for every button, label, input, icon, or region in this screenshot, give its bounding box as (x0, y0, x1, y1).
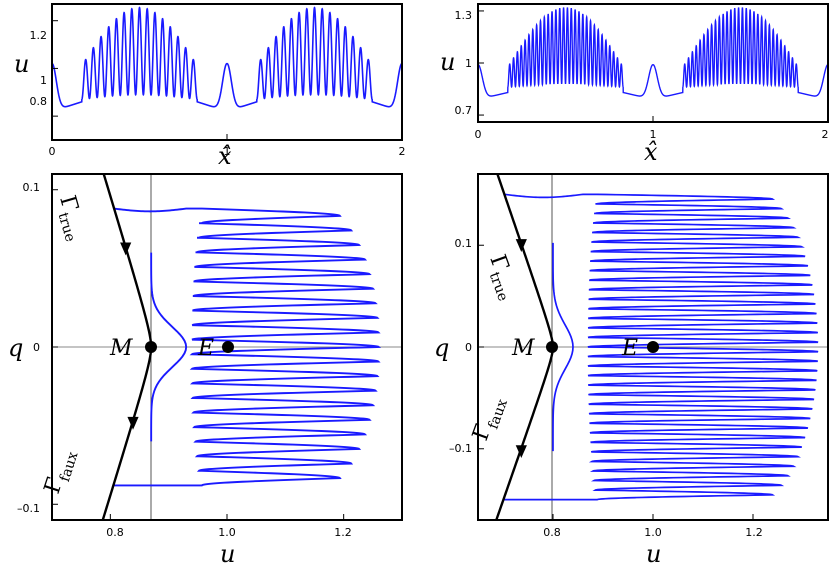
br-arrow-faux (515, 445, 527, 459)
tl-xtick-1: 1 (224, 145, 231, 158)
svg-text:Γ: Γ (54, 193, 82, 215)
br-xtick-1.0: 1.0 (644, 526, 662, 539)
svg-text:faux: faux (57, 450, 82, 484)
br-ytick-0: 0 (465, 341, 472, 354)
bl-arrow-true (120, 242, 132, 256)
top-right-panel: 1.3 1 0.7 0 1 2 u x̂ (440, 3, 829, 166)
tr-xlabel: x̂ (644, 138, 658, 166)
br-ytick-0.1: 0.1 (455, 237, 473, 250)
bl-ylabel: q (8, 334, 23, 362)
bl-xtick-0.8: 0.8 (106, 526, 124, 539)
svg-text:Γ: Γ (40, 475, 68, 497)
svg-text:true: true (486, 270, 511, 303)
br-label-M: M (511, 336, 535, 361)
tr-xtick-1: 1 (650, 128, 657, 141)
bl-point-M (145, 341, 157, 353)
br-ylabel: q (434, 334, 449, 362)
br-xtick-1.2: 1.2 (745, 526, 763, 539)
bl-gamma-true-label: Γ true (54, 193, 82, 244)
tr-ytick-1.3: 1.3 (455, 9, 473, 22)
bl-ytick-0: 0 (33, 341, 40, 354)
tl-ytick-1.2: 1.2 (30, 29, 48, 42)
tr-ylabel: u (440, 48, 455, 76)
br-point-M (546, 341, 558, 353)
br-ytick--0.1: –0.1 (449, 442, 472, 455)
top-right-u-curve (477, 7, 829, 97)
top-right-ticks (477, 10, 829, 122)
bl-xtick-1.0: 1.0 (218, 526, 236, 539)
tr-ytick-1: 1 (465, 57, 472, 70)
bl-label-E: E (197, 336, 214, 361)
br-xtick-0.8: 0.8 (543, 526, 561, 539)
svg-text:faux: faux (485, 397, 510, 431)
svg-text:true: true (55, 211, 79, 244)
tl-xtick-2: 2 (399, 145, 406, 158)
br-gamma-faux-label: Γ faux (468, 397, 511, 444)
tl-ylabel: u (14, 50, 29, 78)
top-left-frame (51, 3, 403, 141)
bottom-right-panel: M E Γ true Γ faux 0.1 0 –0.1 0.8 1.0 1.2… (434, 173, 829, 568)
tl-xlabel: x̂ (218, 142, 232, 170)
br-arrow-true (515, 239, 527, 252)
top-left-ticks (51, 20, 403, 140)
bl-ytick--0.1: –0.1 (17, 502, 40, 515)
bottom-left-ticks (52, 189, 345, 520)
tl-ytick-0.8: 0.8 (30, 95, 48, 108)
bottom-right-ticks (478, 244, 754, 520)
bl-arrow-faux (127, 416, 139, 430)
top-left-panel: 1.2 1 0.8 0 1 2 u x̂ (14, 3, 406, 170)
tr-xtick-2: 2 (822, 128, 829, 141)
top-left-u-curve (51, 6, 403, 108)
bl-point-E (222, 341, 234, 353)
tl-ytick-1: 1 (40, 74, 47, 87)
bl-xtick-1.2: 1.2 (334, 526, 352, 539)
tl-xtick-0: 0 (49, 145, 56, 158)
bl-gamma-faux-label: Γ faux (40, 450, 82, 497)
bottom-left-panel: M E Γ true Γ faux 0.1 0 –0.1 0.8 1.0 1.2… (8, 173, 403, 568)
br-point-E (647, 341, 659, 353)
bl-label-M: M (109, 336, 133, 361)
br-xlabel: u (646, 540, 661, 568)
bottom-right-phase-curve (504, 193, 819, 501)
tr-xtick-0: 0 (475, 128, 482, 141)
br-gamma-true-label: Γ true (484, 252, 513, 304)
bl-xlabel: u (220, 540, 235, 568)
tr-ytick-0.7: 0.7 (455, 104, 473, 117)
br-label-E: E (621, 336, 638, 361)
bl-ytick-0.1: 0.1 (23, 181, 41, 194)
bottom-left-phase-curve (114, 207, 382, 487)
